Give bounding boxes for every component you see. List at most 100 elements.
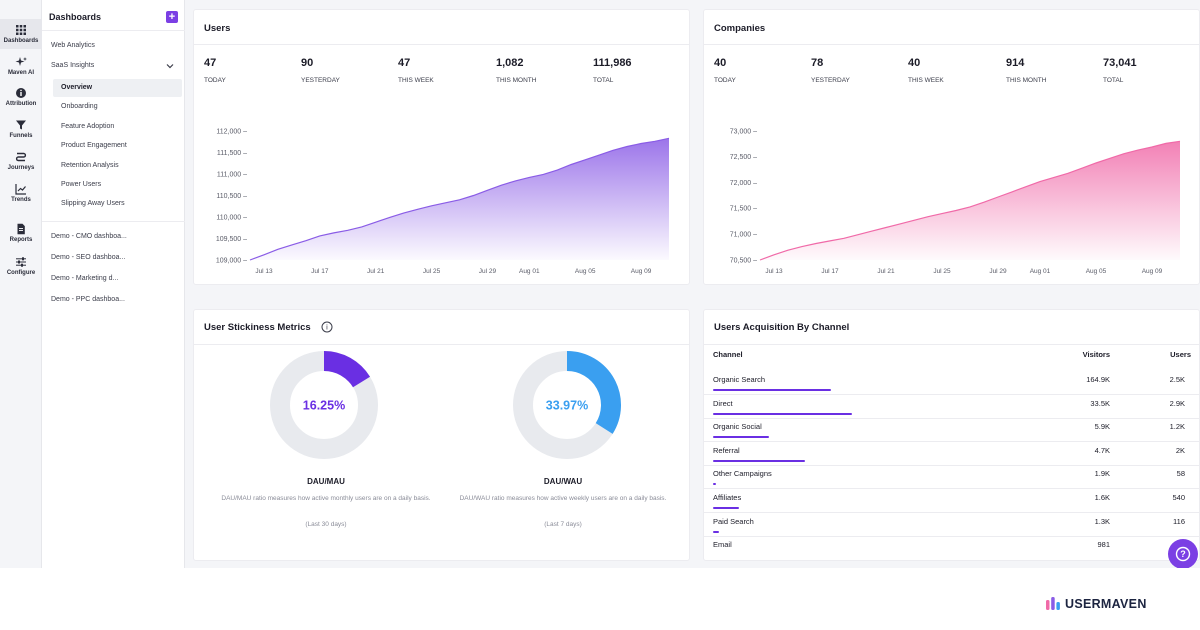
companies-area-chart: 73,000 – 72,500 – 72,000 – 71,500 – 71,000 –…: [730, 128, 1181, 275]
sidebar-subitem-overview[interactable]: Overview: [53, 79, 182, 97]
table-row[interactable]: Referral 4.7K 2K: [703, 446, 1200, 470]
visitors-value: 1.3K: [1094, 516, 1110, 526]
companies-y-tick-label: 72,500 –: [730, 154, 757, 161]
table-row[interactable]: Direct 33.5K 2.9K: [703, 399, 1200, 423]
channel-share-bar: [713, 483, 716, 486]
column-header-users[interactable]: Users: [1170, 350, 1191, 359]
sidebar-subitem-product-engagement[interactable]: Product Engagement: [61, 142, 127, 149]
channel-share-bar: [713, 459, 806, 462]
companies-x-tick-label: Aug 05: [1086, 268, 1107, 275]
divider: [704, 344, 1199, 345]
users-x-tick-label: Aug 05: [575, 268, 596, 275]
info-icon[interactable]: i: [321, 321, 333, 333]
rail-item-configure[interactable]: Configure: [0, 251, 42, 281]
usermaven-logo-icon: [1046, 597, 1060, 610]
sidebar-subitem-retention-analysis[interactable]: Retention Analysis: [61, 162, 119, 169]
help-button[interactable]: ?: [1168, 539, 1198, 568]
visitors-value: 4.7K: [1094, 445, 1110, 455]
rail-item-reports[interactable]: Reports: [0, 218, 42, 248]
users-y-tick-label: 109,000 –: [216, 257, 247, 264]
info-icon: [16, 88, 26, 98]
icon-rail: Dashboards Maven AI Attribution Funnels: [0, 0, 42, 568]
companies-y-tick-label: 73,000 –: [730, 128, 757, 135]
sidebar-subitem-feature-adoption[interactable]: Feature Adoption: [61, 123, 115, 130]
users-area-fill: [250, 138, 669, 260]
dau-wau-donut-slice[interactable]: [566, 351, 621, 434]
users-y-tick-label: 111,000 –: [217, 171, 247, 178]
companies-x-tick-label: Jul 29: [989, 268, 1007, 275]
dau-wau-description: DAU/WAU ratio measures how active weekly…: [459, 495, 667, 502]
stat-label: THIS WEEK: [398, 77, 434, 84]
channel-name: Paid Search: [713, 516, 754, 526]
dau-wau-title: DAU/WAU: [543, 477, 583, 486]
sidebar-item-demo-cmo[interactable]: Demo - CMO dashboa...: [51, 233, 127, 240]
row-divider: [703, 535, 1200, 537]
dau-wau-donut: 33.97%: [513, 351, 621, 459]
users-y-tick-label: 112,000 –: [216, 128, 247, 135]
sidebar-subitem-onboarding[interactable]: Onboarding: [61, 103, 98, 110]
chevron-down-icon[interactable]: [166, 63, 174, 69]
add-dashboard-button[interactable]: +: [166, 11, 178, 23]
table-row[interactable]: Affiliates 1.6K 540: [703, 493, 1200, 517]
companies-y-tick-label: 70,500 –: [730, 257, 757, 264]
sidebar-subitem-power-users[interactable]: Power Users: [61, 181, 102, 188]
users-area-chart: 112,000 – 111,500 – 111,000 – 110,500 – 110,…: [216, 128, 670, 275]
stat-value: 90: [301, 57, 314, 69]
divider: [42, 221, 185, 222]
table-row[interactable]: Paid Search 1.3K 116: [703, 517, 1200, 541]
visitors-value: 164.9K: [1086, 375, 1110, 384]
channel-name: Direct: [713, 398, 733, 408]
companies-x-tick-label: Jul 13: [765, 268, 783, 275]
users-card-title: Users: [204, 23, 231, 34]
divider: [194, 44, 689, 45]
table-row[interactable]: Organic Search 164.9K 2.5K: [703, 375, 1200, 399]
table-row[interactable]: Email 981: [703, 540, 1200, 564]
companies-x-tick-label: Aug 09: [1142, 268, 1163, 275]
journey-icon: [15, 152, 27, 162]
app-window: Dashboards Maven AI Attribution Funnels: [0, 0, 1200, 568]
channel-share-bar: [713, 507, 739, 509]
stat-label: YESTERDAY: [811, 77, 850, 84]
companies-x-tick-label: Aug 01: [1030, 268, 1051, 275]
dau-mau-period: (Last 30 days): [305, 521, 347, 528]
acquisition-card-title: Users Acquisition By Channel: [714, 322, 850, 333]
table-row[interactable]: Organic Social 5.9K 1.2K: [703, 422, 1200, 446]
column-header-visitors[interactable]: Visitors: [1082, 350, 1110, 359]
rail-item-maven-ai[interactable]: Maven AI: [0, 51, 42, 81]
stat-label: TODAY: [714, 77, 736, 84]
table-row[interactable]: Other Campaigns 1.9K 58: [703, 469, 1200, 493]
companies-y-tick-label: 72,000 –: [730, 180, 757, 187]
stat-label: YESTERDAY: [301, 77, 340, 84]
area-charts: 112,000 – 111,500 – 111,000 – 110,500 – 110,…: [216, 128, 1181, 275]
rail-label: Dashboards: [3, 38, 39, 44]
stat-label: THIS WEEK: [908, 77, 944, 84]
rail-item-funnels[interactable]: Funnels: [0, 114, 42, 144]
companies-y-tick-label: 71,000 –: [730, 232, 757, 239]
rail-label: Attribution: [5, 101, 37, 107]
companies-x-tick-label: Jul 21: [877, 268, 895, 275]
users-x-tick-label: Aug 01: [519, 268, 540, 275]
sidebar-item-demo-ppc[interactable]: Demo - PPC dashboa...: [51, 296, 125, 303]
channel-name: Organic Search: [713, 375, 766, 384]
row-divider: [703, 394, 1200, 395]
sidebar-subitem-slipping-away-users[interactable]: Slipping Away Users: [61, 200, 125, 207]
channel-name: Email: [713, 540, 732, 550]
dau-mau-donut-slice[interactable]: [323, 351, 371, 388]
rail-item-journeys[interactable]: Journeys: [0, 146, 42, 176]
row-divider: [703, 441, 1200, 443]
stat-label: TODAY: [204, 77, 226, 84]
sidebar-item-demo-seo[interactable]: Demo - SEO dashboa...: [51, 254, 126, 261]
rail-item-trends[interactable]: Trends: [0, 178, 42, 208]
sidebar-item-demo-marketing[interactable]: Demo - Marketing d...: [51, 275, 119, 282]
stat-value: 914: [1006, 57, 1025, 69]
rail-item-attribution[interactable]: Attribution: [0, 82, 42, 112]
users-series-line: [249, 137, 670, 261]
sidebar-item-saas-insights[interactable]: SaaS Insights: [51, 62, 95, 69]
stickiness-card-title: User Stickiness Metrics: [204, 322, 311, 333]
row-divider: [703, 488, 1200, 490]
column-header-channel[interactable]: Channel: [713, 350, 743, 359]
users-y-tick-label: 111,500 –: [217, 150, 247, 157]
sidebar-item-web-analytics[interactable]: Web Analytics: [51, 42, 95, 49]
rail-item-dashboards[interactable]: Dashboards: [0, 19, 42, 49]
help-symbol: ?: [1180, 549, 1186, 559]
